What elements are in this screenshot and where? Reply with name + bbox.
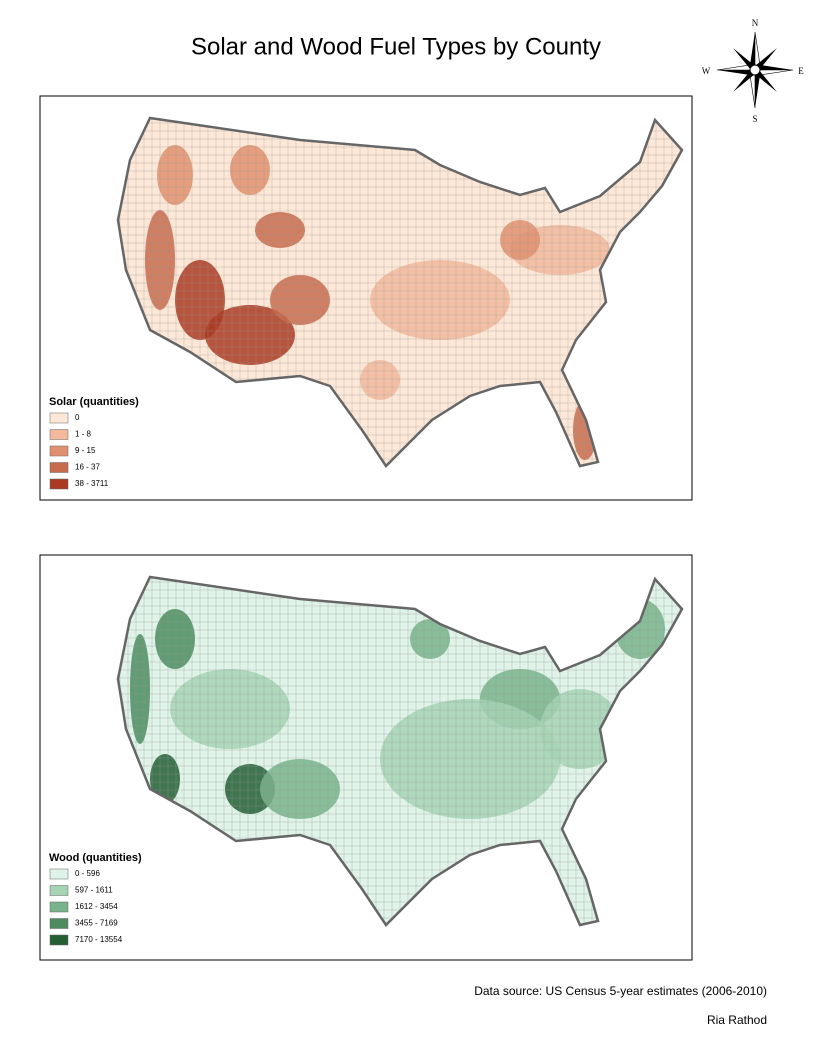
compass-east: E	[798, 66, 804, 76]
compass-north: N	[752, 18, 759, 28]
legend-label: 0	[75, 413, 80, 422]
county-cluster	[360, 360, 400, 400]
maps: Solar (quantities) 0 1 - 8 9 - 15 16 - 37 38 …	[49, 116, 684, 946]
legend-label: 38 - 3711	[75, 479, 109, 488]
county-cluster	[150, 754, 180, 804]
county-cluster	[380, 699, 560, 819]
map	[116, 116, 684, 468]
legend-swatch	[49, 462, 69, 473]
author: Ria Rathod	[707, 1013, 767, 1027]
county-cluster	[155, 609, 195, 669]
legend-label: 0 - 596	[75, 869, 100, 878]
compass-rose: N S E W	[702, 18, 805, 124]
map-frame	[39, 554, 693, 961]
legend-label: 597 - 1611	[75, 886, 113, 895]
county-cluster	[225, 764, 275, 814]
county-cluster	[205, 305, 295, 365]
legend-title: Wood (quantities)	[49, 852, 142, 864]
data-source: Data source: US Census 5-year estimates …	[474, 984, 767, 998]
legend-swatch	[49, 918, 69, 929]
legend-swatch	[49, 412, 69, 424]
legend-label: 3455 - 7169	[75, 919, 118, 928]
county-cluster	[157, 145, 193, 205]
legend-swatch	[49, 885, 69, 896]
map	[116, 575, 684, 927]
title: Solar and Wood Fuel Types by County	[191, 33, 601, 60]
legend-label: 1 - 8	[75, 430, 92, 439]
legend-swatch	[49, 429, 69, 440]
county-cluster	[270, 275, 330, 325]
map-frame	[39, 95, 693, 501]
legend: Solar (quantities) 0 1 - 8 9 - 15 16 - 37 38 …	[49, 396, 139, 490]
compass-south: S	[752, 114, 757, 124]
legend-title: Solar (quantities)	[49, 396, 139, 408]
legend-label: 16 - 37	[75, 463, 100, 472]
legend-label: 1612 - 3454	[75, 902, 118, 911]
legend: Wood (quantities) 0 - 596 597 - 1611 1612 -…	[49, 852, 142, 946]
legend-label: 7170 - 13554	[75, 935, 123, 944]
legend-swatch	[49, 934, 69, 946]
legend-swatch	[49, 478, 69, 490]
legend-swatch	[49, 868, 69, 880]
county-cluster	[130, 634, 150, 744]
compass-west: W	[702, 66, 711, 76]
legend-label: 9 - 15	[75, 446, 96, 455]
legend-swatch	[49, 445, 69, 457]
legend-swatch	[49, 901, 69, 913]
